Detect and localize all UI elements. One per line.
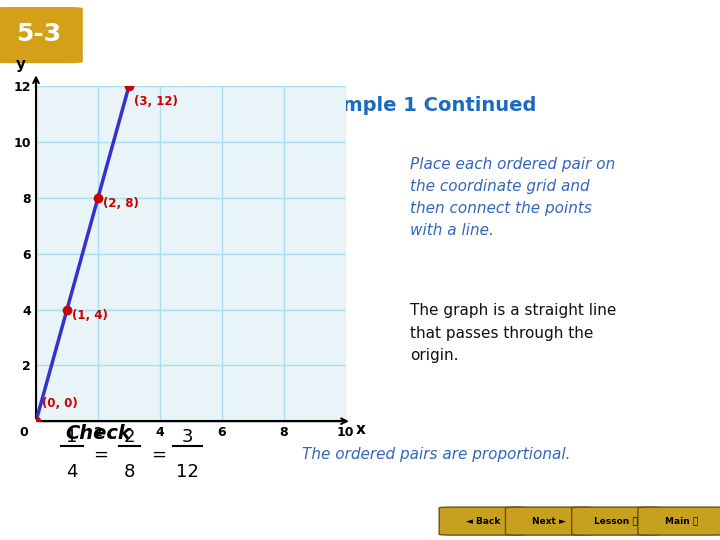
Text: 8: 8 bbox=[124, 463, 135, 481]
Text: 3: 3 bbox=[181, 428, 193, 446]
Text: 5-3: 5-3 bbox=[16, 22, 60, 46]
Text: (2, 8): (2, 8) bbox=[102, 197, 138, 210]
Text: Graphing Proportional Relationships: Graphing Proportional Relationships bbox=[86, 22, 573, 46]
FancyBboxPatch shape bbox=[505, 507, 593, 535]
Text: © HOLT McDOUGAL, All Rights Reserved: © HOLT McDOUGAL, All Rights Reserved bbox=[7, 516, 205, 526]
Text: Lesson 🏠: Lesson 🏠 bbox=[594, 517, 637, 525]
Text: (1, 4): (1, 4) bbox=[71, 309, 107, 322]
Text: 1: 1 bbox=[66, 428, 78, 446]
Text: Place each ordered pair on
the coordinate grid and
then connect the points
with : Place each ordered pair on the coordinat… bbox=[410, 157, 616, 238]
Text: y: y bbox=[16, 57, 25, 72]
FancyBboxPatch shape bbox=[638, 507, 720, 535]
Text: x: x bbox=[356, 422, 366, 437]
Text: Main 🏠: Main 🏠 bbox=[665, 517, 698, 525]
Text: Check: Check bbox=[65, 424, 130, 443]
Text: =: = bbox=[94, 446, 108, 464]
Text: ◄ Back: ◄ Back bbox=[466, 517, 500, 525]
FancyBboxPatch shape bbox=[439, 507, 527, 535]
Text: (3, 12): (3, 12) bbox=[133, 95, 177, 108]
Text: (0, 0): (0, 0) bbox=[42, 397, 78, 410]
Text: =: = bbox=[151, 446, 166, 464]
Text: Additional Example 1 Continued: Additional Example 1 Continued bbox=[184, 96, 536, 115]
Text: The ordered pairs are proportional.: The ordered pairs are proportional. bbox=[302, 447, 571, 462]
Text: 0: 0 bbox=[19, 426, 28, 439]
Text: 12: 12 bbox=[176, 463, 199, 481]
FancyBboxPatch shape bbox=[0, 7, 83, 63]
FancyBboxPatch shape bbox=[572, 507, 660, 535]
Text: 4: 4 bbox=[66, 463, 78, 481]
Text: The graph is a straight line
that passes through the
origin.: The graph is a straight line that passes… bbox=[410, 303, 617, 363]
Text: Next ►: Next ► bbox=[532, 517, 567, 525]
Text: 2: 2 bbox=[124, 428, 135, 446]
